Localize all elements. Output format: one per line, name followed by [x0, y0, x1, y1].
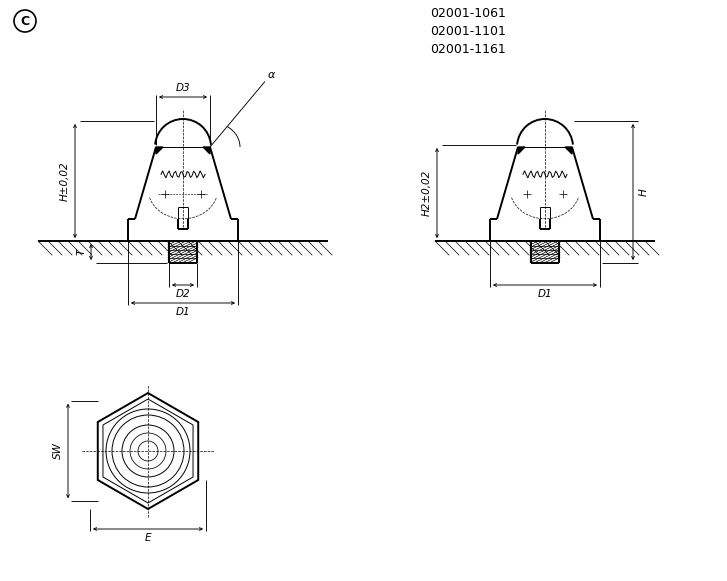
- Text: E: E: [145, 533, 151, 543]
- Text: D2: D2: [176, 289, 190, 299]
- Text: D1: D1: [538, 289, 553, 299]
- Text: 02001-1101: 02001-1101: [430, 24, 506, 38]
- Text: 02001-1061: 02001-1061: [430, 6, 506, 20]
- Text: T: T: [77, 249, 87, 255]
- Text: H: H: [639, 188, 649, 196]
- Text: SW: SW: [53, 443, 63, 460]
- Text: H±0,02: H±0,02: [60, 161, 70, 201]
- Text: H2±0,02: H2±0,02: [422, 170, 432, 216]
- Polygon shape: [565, 147, 572, 154]
- Text: α: α: [268, 70, 275, 80]
- Text: 02001-1161: 02001-1161: [430, 42, 506, 56]
- Polygon shape: [203, 147, 210, 154]
- Polygon shape: [156, 147, 163, 154]
- Polygon shape: [518, 147, 525, 154]
- Text: D1: D1: [176, 307, 190, 317]
- Text: D3: D3: [176, 83, 190, 93]
- Text: C: C: [20, 15, 30, 27]
